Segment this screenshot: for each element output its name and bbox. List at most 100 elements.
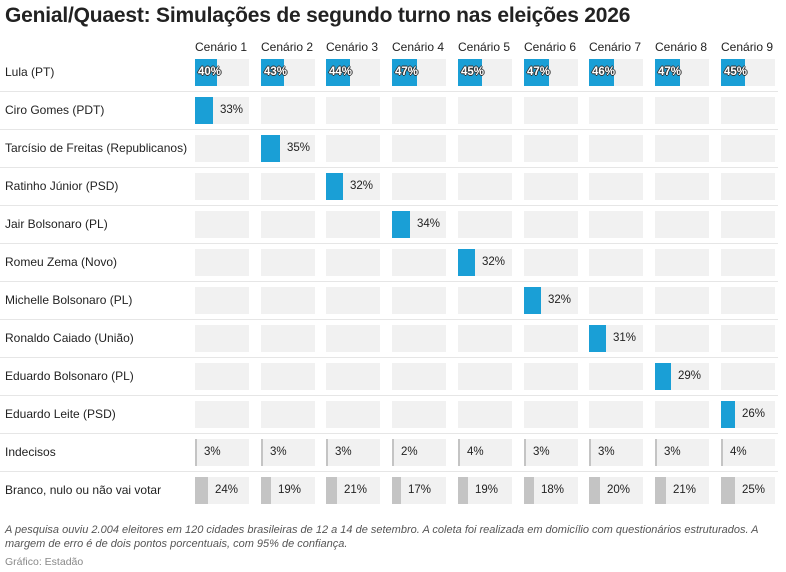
- bar-cell: [195, 401, 249, 428]
- bar-cell: 3%: [589, 439, 643, 466]
- bar-cell: [261, 173, 315, 200]
- bar-cell: [392, 249, 446, 276]
- value-label: 3%: [204, 446, 221, 458]
- column-header: Cenário 2: [261, 40, 314, 54]
- value-label: 34%: [417, 218, 441, 230]
- value-bar: [458, 249, 475, 276]
- value-bar: [655, 477, 666, 504]
- bar-cell: 3%: [524, 439, 578, 466]
- bar-cell: [589, 363, 643, 390]
- value-label: 18%: [541, 484, 565, 496]
- bar-cell: [392, 401, 446, 428]
- value-bar: [326, 477, 337, 504]
- row-label: Eduardo Bolsonaro (PL): [5, 369, 134, 383]
- bar-cell: [261, 97, 315, 124]
- bar-cell: 45%: [458, 59, 512, 86]
- bar-cell: [524, 211, 578, 238]
- bar-cell: [326, 325, 380, 352]
- row-label: Romeu Zema (Novo): [5, 255, 118, 269]
- bar-cell: [524, 97, 578, 124]
- value-bar: [721, 401, 735, 428]
- value-label: 47%: [395, 66, 419, 78]
- value-bar: [524, 287, 541, 314]
- bar-cell: [261, 249, 315, 276]
- column-header: Cenário 6: [524, 40, 577, 54]
- bar-cell: [458, 401, 512, 428]
- row-divider: [0, 471, 778, 472]
- bar-cell: [655, 401, 709, 428]
- value-bar: [655, 59, 680, 86]
- bar-cell: [524, 363, 578, 390]
- bar-cell: [195, 135, 249, 162]
- bar-cell: 32%: [326, 173, 380, 200]
- value-bar: [392, 477, 401, 504]
- value-bar: [326, 59, 350, 86]
- bar-cell: [392, 173, 446, 200]
- bar-cell: 3%: [261, 439, 315, 466]
- value-label: 17%: [408, 484, 432, 496]
- value-label: 45%: [461, 66, 485, 78]
- value-label: 3%: [335, 446, 352, 458]
- bar-cell: [195, 211, 249, 238]
- value-bar: [721, 477, 735, 504]
- value-bar: [195, 477, 208, 504]
- value-label: 21%: [673, 484, 697, 496]
- bar-cell: [195, 249, 249, 276]
- bar-cell: [721, 211, 775, 238]
- bar-cell: [589, 97, 643, 124]
- bar-cell: [589, 173, 643, 200]
- bar-cell: [458, 173, 512, 200]
- value-bar: [326, 439, 328, 466]
- bar-cell: 2%: [392, 439, 446, 466]
- value-bar: [326, 173, 343, 200]
- bar-cell: [655, 325, 709, 352]
- row-divider: [0, 129, 778, 130]
- value-bar: [392, 439, 394, 466]
- bar-cell: [589, 211, 643, 238]
- bar-cell: 47%: [392, 59, 446, 86]
- bar-cell: [261, 401, 315, 428]
- value-label: 3%: [664, 446, 681, 458]
- column-header: Cenário 8: [655, 40, 708, 54]
- value-bar: [589, 59, 614, 86]
- value-label: 45%: [724, 66, 748, 78]
- value-label: 40%: [198, 66, 222, 78]
- row-divider: [0, 319, 778, 320]
- value-label: 4%: [730, 446, 747, 458]
- value-label: 3%: [270, 446, 287, 458]
- value-label: 26%: [742, 408, 766, 420]
- value-bar: [458, 477, 468, 504]
- bar-cell: 21%: [655, 477, 709, 504]
- value-bar: [589, 325, 606, 352]
- value-bar: [589, 439, 591, 466]
- bar-cell: [721, 325, 775, 352]
- row-divider: [0, 243, 778, 244]
- value-bar: [655, 439, 657, 466]
- value-bar: [524, 477, 534, 504]
- bar-cell: [458, 287, 512, 314]
- bar-cell: 31%: [589, 325, 643, 352]
- bar-cell: [589, 401, 643, 428]
- bar-cell: 43%: [261, 59, 315, 86]
- bar-cell: [458, 97, 512, 124]
- value-bar: [261, 135, 280, 162]
- bar-cell: 29%: [655, 363, 709, 390]
- results-table: Cenário 1 Cenário 2 Cenário 3 Cenário 4 Cená…: [0, 40, 778, 504]
- bar-cell: 4%: [458, 439, 512, 466]
- value-label: 35%: [287, 142, 311, 154]
- bar-cell: 19%: [458, 477, 512, 504]
- bar-cell: 17%: [392, 477, 446, 504]
- value-label: 2%: [401, 446, 418, 458]
- column-header: Cenário 1: [195, 40, 248, 54]
- bar-cell: [326, 211, 380, 238]
- bar-cell: 32%: [524, 287, 578, 314]
- bar-cell: 25%: [721, 477, 775, 504]
- bar-cell: [326, 135, 380, 162]
- bar-cell: [721, 135, 775, 162]
- bar-cell: 3%: [326, 439, 380, 466]
- bar-cell: [655, 135, 709, 162]
- bar-cell: [195, 287, 249, 314]
- bar-cell: [655, 97, 709, 124]
- bar-cell: [589, 287, 643, 314]
- bar-cell: 33%: [195, 97, 249, 124]
